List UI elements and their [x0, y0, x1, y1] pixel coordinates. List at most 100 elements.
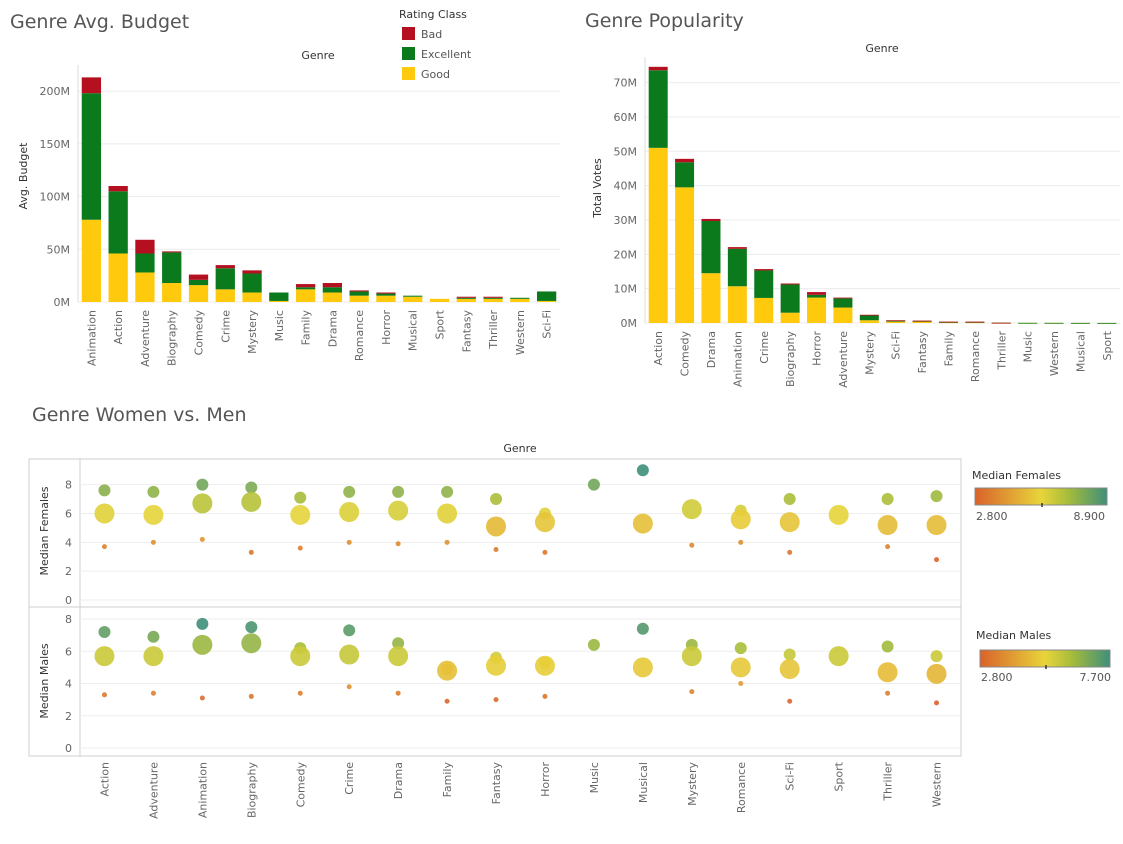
- popularity-bar-comedy-bad: [675, 158, 695, 163]
- budget-x-tick-label: Animation: [85, 310, 98, 366]
- females-point-fantasy: [493, 547, 499, 553]
- women-men-x-tick-label: Sport: [833, 761, 846, 791]
- budget-bar-horror-bad: [376, 292, 396, 294]
- popularity-x-tick-label: Comedy: [679, 331, 692, 377]
- budget-bar-horror-excellent: [376, 293, 396, 296]
- budget-bar-family-bad: [295, 284, 316, 288]
- males-y-tick-label: 8: [65, 613, 72, 626]
- popularity-y-tick-label: 30M: [614, 214, 638, 227]
- females-point-comedy: [297, 545, 303, 551]
- budget-x-tick-label: Romance: [353, 310, 366, 361]
- females-point-thriller: [885, 544, 891, 550]
- popularity-bar-horror-good: [807, 297, 827, 323]
- males-point-comedy: [290, 646, 311, 667]
- males-point-western: [930, 650, 943, 663]
- females-point-animation: [192, 493, 213, 514]
- budget-bar-musical-good: [403, 296, 423, 302]
- males-color-min: 2.800: [981, 671, 1013, 684]
- females-point-sport: [828, 504, 849, 525]
- budget-x-tick-label: Thriller: [487, 310, 500, 350]
- budget-bar-crime-excellent: [215, 268, 235, 290]
- median-females-color-legend: Median Females 2.800 8.900: [972, 469, 1108, 523]
- budget-bar-animation-good: [81, 219, 102, 302]
- males-point-animation: [199, 695, 205, 701]
- budget-y-tick-label: 100M: [40, 191, 71, 204]
- legend-swatch-good: [402, 67, 415, 80]
- budget-bar-fantasy-good: [456, 298, 476, 302]
- budget-bar-action-excellent: [108, 191, 128, 254]
- popularity-bar-animation-good: [727, 286, 747, 323]
- males-point-western: [934, 700, 940, 706]
- males-point-comedy: [297, 690, 303, 696]
- budget-bar-biography-good: [162, 283, 182, 302]
- budget-y-tick-label: 50M: [47, 243, 71, 256]
- budget-x-tick-label: Drama: [326, 310, 339, 347]
- women-men-x-tick-label: Family: [441, 762, 454, 798]
- women-men-x-tick-label: Animation: [196, 762, 209, 818]
- budget-bar-family-excellent: [295, 287, 316, 290]
- budget-bar-animation-bad: [81, 77, 102, 94]
- popularity-x-tick-label: Animation: [731, 331, 744, 387]
- females-point-western: [930, 490, 943, 503]
- women-men-x-tick-label: Mystery: [686, 762, 699, 806]
- females-color-max: 8.900: [1074, 510, 1106, 523]
- females-point-adventure: [147, 485, 160, 498]
- males-point-horror: [542, 693, 548, 699]
- males-point-action: [101, 692, 107, 698]
- budget-chart-title: Genre Avg. Budget: [10, 11, 189, 33]
- popularity-y-tick-label: 40M: [614, 180, 638, 193]
- popularity-bar-crime-good: [754, 297, 774, 323]
- females-point-biography: [241, 491, 262, 512]
- women-men-x-tick-label: Drama: [392, 762, 405, 799]
- females-point-action: [101, 544, 107, 550]
- budget-bar-romance-bad: [349, 290, 369, 292]
- females-color-ramp: [974, 487, 1108, 506]
- women-men-chart-header: Genre: [503, 442, 537, 455]
- popularity-x-tick-label: Drama: [705, 331, 718, 368]
- popularity-bar-biography-good: [780, 312, 800, 323]
- males-point-western: [926, 663, 947, 684]
- popularity-bar-sci-fi-excellent: [886, 320, 906, 322]
- females-point-mystery: [681, 499, 702, 520]
- males-point-romance: [730, 657, 751, 678]
- budget-bar-comedy-bad: [188, 274, 209, 280]
- budget-bar-comedy-excellent: [188, 279, 209, 286]
- males-point-romance: [738, 681, 744, 687]
- females-point-sci-fi: [783, 493, 796, 506]
- popularity-chart: 0M 10M 20M 30M 40M 50M 60M 70M Action Comedy Drama…: [614, 57, 1120, 388]
- budget-bar-thriller-bad: [483, 296, 503, 298]
- budget-bar-thriller-excellent: [483, 297, 503, 299]
- women-men-x-tick-label: Sci-Fi: [784, 762, 797, 791]
- males-point-crime: [339, 644, 360, 665]
- females-y-tick-label: 6: [65, 507, 72, 520]
- budget-x-tick-label: Biography: [166, 310, 179, 367]
- budget-bar-animation-excellent: [81, 93, 102, 220]
- popularity-x-tick-label: Biography: [784, 331, 797, 388]
- budget-bar-adventure-bad: [135, 239, 155, 254]
- popularity-x-tick-label: Crime: [758, 331, 771, 364]
- popularity-bar-horror-excellent: [807, 294, 827, 298]
- males-point-action: [94, 646, 115, 667]
- budget-bar-family-good: [295, 289, 316, 302]
- budget-bar-crime-good: [215, 289, 235, 302]
- males-point-musical: [632, 657, 653, 678]
- popularity-bar-musical-excellent: [1070, 322, 1090, 324]
- budget-y-tick-label: 200M: [40, 85, 71, 98]
- popularity-bar-action-bad: [648, 66, 668, 71]
- budget-bar-western-good: [510, 298, 530, 302]
- popularity-bar-crime-bad: [754, 269, 774, 271]
- males-y-tick-label: 6: [65, 645, 72, 658]
- females-point-musical: [632, 513, 653, 534]
- popularity-x-tick-label: Family: [942, 331, 955, 367]
- popularity-bar-comedy-good: [675, 187, 695, 323]
- females-point-animation: [199, 536, 205, 542]
- females-point-drama: [395, 541, 401, 547]
- popularity-chart-header: Genre: [865, 42, 899, 55]
- males-point-adventure: [147, 630, 160, 643]
- popularity-x-tick-label: Romance: [969, 331, 982, 382]
- budget-bar-mystery-good: [242, 292, 262, 302]
- females-point-comedy: [294, 491, 307, 504]
- budget-bar-biography-bad: [162, 251, 182, 253]
- males-y-tick-label: 2: [65, 710, 72, 723]
- popularity-x-tick-label: Sci-Fi: [890, 331, 903, 360]
